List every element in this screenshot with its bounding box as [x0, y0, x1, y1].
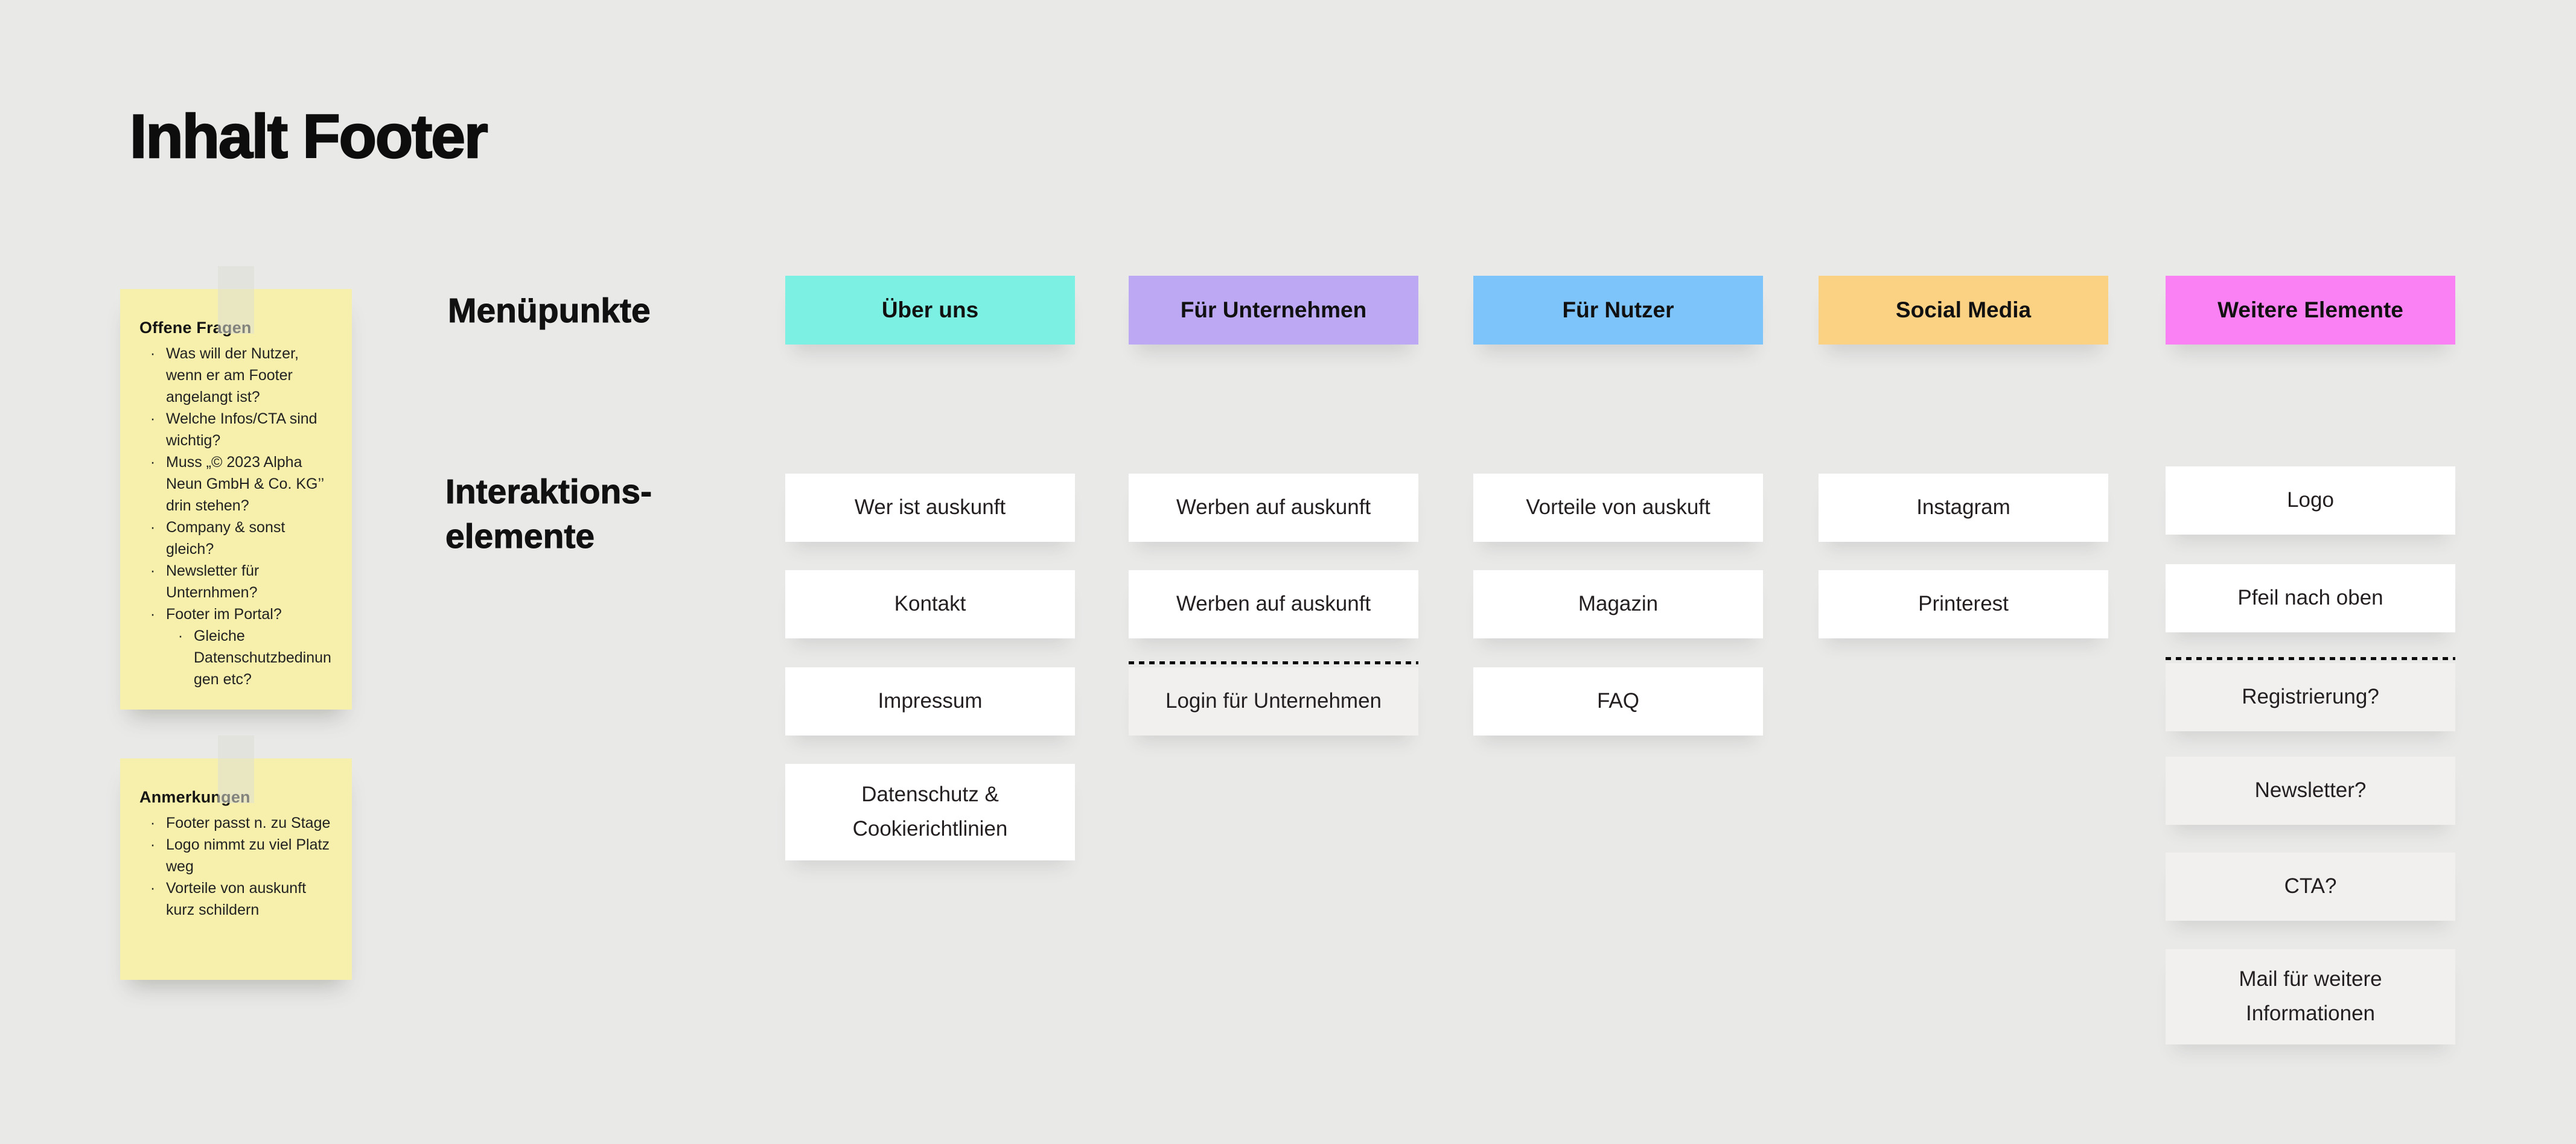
- list-item-text: Newsletter für Unternhmen?: [166, 562, 260, 601]
- list-item: · Logo nimmt zu viel Platz weg: [148, 834, 335, 877]
- list-item-text: Company & sonst gleich?: [166, 519, 285, 558]
- card-label: Social Media: [1895, 297, 2032, 322]
- element-card-instagram[interactable]: Instagram: [1819, 474, 2108, 542]
- card-label: Über uns: [881, 297, 979, 322]
- element-card-login-fuer-unternehmen[interactable]: Login für Unternehmen: [1129, 667, 1418, 736]
- element-card-printerest[interactable]: Printerest: [1819, 570, 2108, 638]
- bullet-icon: ·: [150, 836, 156, 853]
- element-card-pfeil-nach-oben[interactable]: Pfeil nach oben: [2166, 564, 2455, 632]
- card-label: Newsletter?: [2254, 778, 2367, 802]
- menu-card-weitere-elemente[interactable]: Weitere Elemente: [2166, 276, 2455, 345]
- element-card-datenschutz-cookierichtlinien[interactable]: Datenschutz & Cookierichtlinien: [785, 764, 1075, 860]
- element-card-newsletter[interactable]: Newsletter?: [2166, 757, 2455, 825]
- dotted-divider: [1129, 661, 1418, 664]
- list-item-text: Gleiche Datenschutzbedinungen etc?: [194, 628, 331, 688]
- menu-card-social-media[interactable]: Social Media: [1819, 276, 2108, 345]
- row-label-menupunkte: Menüpunkte: [448, 291, 651, 331]
- card-label: FAQ: [1596, 689, 1640, 713]
- card-label: Magazin: [1578, 592, 1659, 616]
- card-label: Wer ist auskunft: [854, 495, 1006, 520]
- card-label: Vorteile von auskuft: [1526, 495, 1710, 520]
- sticky-note-offene-fragen[interactable]: Offene Fragen · Was will der Nutzer, wenn…: [120, 266, 352, 710]
- tape-decoration: [218, 736, 254, 803]
- card-label: Mail für weitere Informationen: [2239, 967, 2382, 1025]
- card-label: Logo: [2287, 488, 2334, 512]
- bullet-icon: ·: [150, 562, 156, 579]
- card-label: Printerest: [1918, 592, 2009, 616]
- list-item: · Footer im Portal?: [148, 603, 335, 625]
- element-card-faq[interactable]: FAQ: [1473, 667, 1763, 736]
- card-label: Werben auf auskunft: [1176, 592, 1371, 616]
- list-item-text: Footer passt n. zu Stage: [166, 815, 331, 831]
- list-item-text: Vorteile von auskunft kurz schildern: [166, 880, 307, 918]
- row-label-line: elemente: [445, 517, 595, 556]
- card-label: Instagram: [1916, 495, 2010, 520]
- bullet-icon: ·: [177, 628, 183, 644]
- element-card-vorteile-von-auskuft[interactable]: Vorteile von auskuft: [1473, 474, 1763, 542]
- page-title: Inhalt Footer: [129, 101, 489, 172]
- card-label: Für Unternehmen: [1180, 297, 1367, 322]
- card-label: Kontakt: [894, 592, 966, 616]
- sticky-note-list: · Was will der Nutzer, wenn er am Footer …: [139, 343, 335, 690]
- bullet-icon: ·: [150, 815, 156, 831]
- row-label-line: Interaktions-: [445, 472, 652, 512]
- bullet-icon: ·: [150, 880, 156, 897]
- bullet-icon: ·: [150, 454, 156, 471]
- element-card-werben-auf-auskunft-2[interactable]: Werben auf auskunft: [1129, 570, 1418, 638]
- sticky-note-list: · Footer passt n. zu Stage · Logo nimmt zu…: [139, 812, 335, 921]
- bullet-icon: ·: [150, 519, 156, 536]
- sticky-note-anmerkungen[interactable]: Anmerkungen · Footer passt n. zu Stage · L…: [120, 736, 352, 980]
- list-item: · Company & sonst gleich?: [148, 516, 335, 560]
- bullet-icon: ·: [150, 410, 156, 427]
- element-card-wer-ist-auskunft[interactable]: Wer ist auskunft: [785, 474, 1075, 542]
- menu-card-fuer-nutzer[interactable]: Für Nutzer: [1473, 276, 1763, 345]
- list-item: · Muss „© 2023 Alpha Neun GmbH & Co. KG’’…: [148, 451, 335, 516]
- list-item-text: Welche Infos/CTA sind wichtig?: [166, 410, 317, 449]
- card-label: Pfeil nach oben: [2237, 586, 2383, 610]
- list-item-text: Logo nimmt zu viel Platz weg: [166, 836, 330, 875]
- card-label: Weitere Elemente: [2217, 297, 2403, 322]
- element-card-impressum[interactable]: Impressum: [785, 667, 1075, 736]
- list-subitem: · Gleiche Datenschutzbedinungen etc?: [176, 625, 335, 690]
- card-label: Login für Unternehmen: [1165, 689, 1382, 713]
- list-item-text: Was will der Nutzer, wenn er am Footer a…: [166, 345, 299, 405]
- card-label: Werben auf auskunft: [1176, 495, 1371, 520]
- element-card-kontakt[interactable]: Kontakt: [785, 570, 1075, 638]
- tape-decoration: [218, 266, 254, 334]
- dotted-divider: [2166, 657, 2455, 660]
- menu-card-ueber-uns[interactable]: Über uns: [785, 276, 1075, 345]
- card-label: Registrierung?: [2242, 685, 2379, 709]
- bullet-icon: ·: [150, 345, 156, 362]
- list-item: · Welche Infos/CTA sind wichtig?: [148, 408, 335, 451]
- element-card-logo[interactable]: Logo: [2166, 466, 2455, 535]
- bullet-icon: ·: [150, 606, 156, 623]
- element-card-mail-fuer-weitere-informationen[interactable]: Mail für weitere Informationen: [2166, 949, 2455, 1044]
- list-item-text: Footer im Portal?: [166, 606, 282, 623]
- list-item: · Footer passt n. zu Stage: [148, 812, 335, 834]
- list-item-text: Muss „© 2023 Alpha Neun GmbH & Co. KG’’ …: [166, 454, 324, 514]
- menu-card-fuer-unternehmen[interactable]: Für Unternehmen: [1129, 276, 1418, 345]
- list-item: · Newsletter für Unternhmen?: [148, 560, 335, 603]
- card-label: Datenschutz & Cookierichtlinien: [852, 783, 1008, 841]
- element-card-cta[interactable]: CTA?: [2166, 853, 2455, 921]
- element-card-werben-auf-auskunft-1[interactable]: Werben auf auskunft: [1129, 474, 1418, 542]
- card-label: CTA?: [2284, 874, 2337, 898]
- list-item: · Was will der Nutzer, wenn er am Footer …: [148, 343, 335, 408]
- list-item: · Vorteile von auskunft kurz schildern: [148, 877, 335, 921]
- element-card-registrierung[interactable]: Registrierung?: [2166, 663, 2455, 731]
- card-label: Für Nutzer: [1562, 297, 1674, 322]
- element-card-magazin[interactable]: Magazin: [1473, 570, 1763, 638]
- row-label-interaktionselemente: Interaktions- elemente: [445, 469, 652, 559]
- card-label: Impressum: [878, 689, 983, 713]
